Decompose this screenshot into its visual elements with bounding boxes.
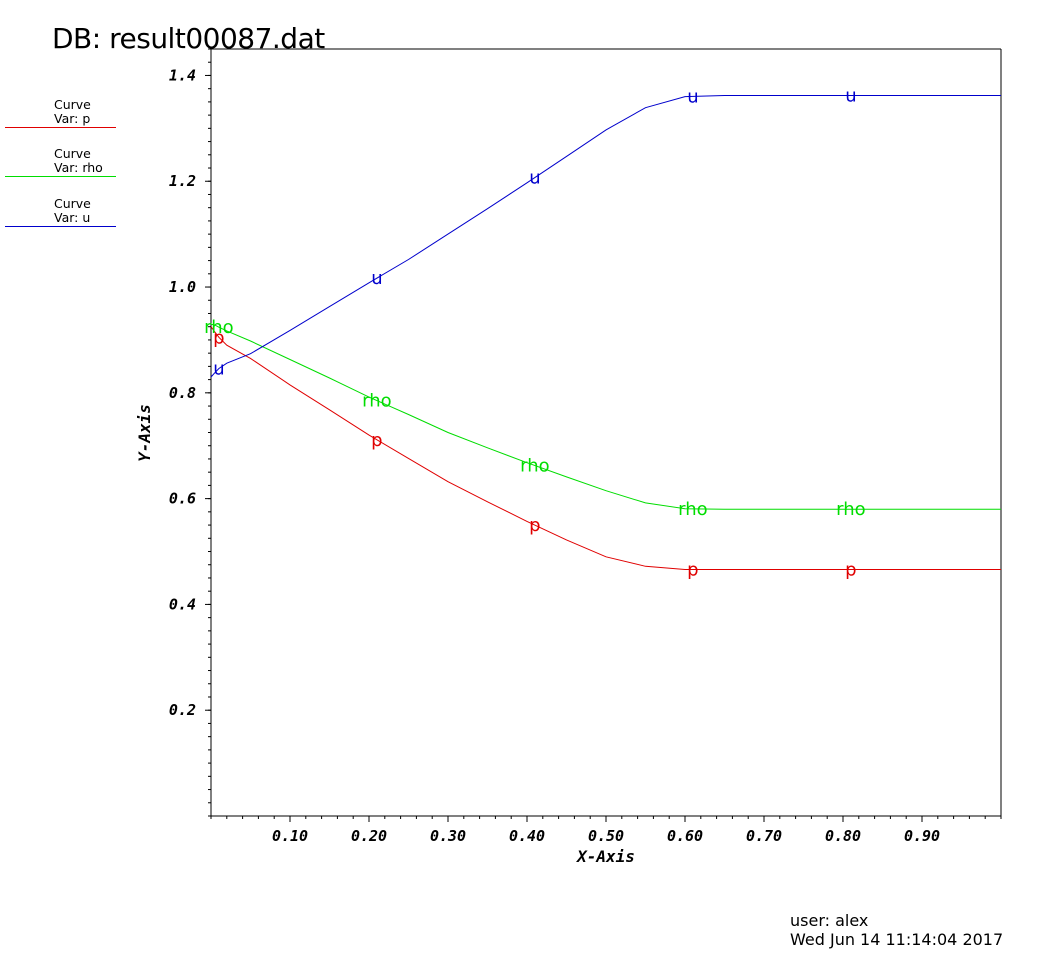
curve-label-p: p	[371, 430, 382, 451]
y-ticks: 0.2 0.4 0.6 0.8 1.0 1.2 1.4	[169, 66, 211, 719]
legend-line-p	[5, 127, 116, 128]
x-tick-label: 0.50	[588, 827, 624, 845]
x-tick-label: 0.70	[746, 827, 782, 845]
curve-label-rho: rho	[520, 456, 550, 477]
y-tick-label: 1.2	[169, 172, 196, 190]
curve-label-u: u	[213, 358, 224, 379]
x-tick-label: 0.60	[667, 827, 703, 845]
legend-entry-rho: Curve Var: rho	[5, 147, 117, 183]
curve-u	[210, 95, 1001, 378]
legend-label-curve: Curve	[54, 146, 91, 161]
curve-label-rho: rho	[836, 499, 866, 520]
legend-entry-p: Curve Var: p	[5, 98, 117, 134]
curves	[210, 95, 1001, 570]
x-axis-title: X-Axis	[575, 847, 635, 866]
curve-label-rho: rho	[204, 317, 234, 338]
curve-label-u: u	[845, 86, 856, 107]
x-tick-label: 0.80	[825, 827, 861, 845]
legend-label-curve: Curve	[54, 97, 91, 112]
legend-line-u	[5, 226, 116, 227]
x-tick-label: 0.10	[272, 827, 308, 845]
curve-label-p: p	[845, 560, 856, 581]
legend-label-curve: Curve	[54, 196, 91, 211]
x-ticks: 0.10 0.20 0.30 0.40 0.50 0.60 0.70 0.80 0.90	[272, 816, 940, 845]
minor-ticks	[208, 48, 1002, 819]
y-tick-label: 0.8	[169, 384, 196, 402]
y-tick-label: 1.0	[169, 278, 196, 296]
x-tick-label: 0.30	[430, 827, 466, 845]
x-tick-label: 0.40	[509, 827, 545, 845]
y-tick-label: 0.4	[169, 595, 196, 613]
curve-label-p: p	[687, 560, 698, 581]
y-tick-label: 1.4	[169, 66, 196, 84]
curve-p	[210, 326, 1001, 570]
curve-label-rho: rho	[678, 499, 708, 520]
legend-entry-u: Curve Var: u	[5, 197, 117, 233]
y-axis-title: Y-Axis	[135, 404, 154, 462]
curve-label-u: u	[529, 168, 540, 189]
footer-timestamp: Wed Jun 14 11:14:04 2017	[790, 930, 1004, 949]
x-tick-label: 0.90	[904, 827, 940, 845]
legend-label-var: Var: rho	[54, 160, 103, 175]
curve-label-p: p	[529, 515, 540, 536]
footer-user: user: alex	[790, 911, 869, 930]
footer-info: user: alex Wed Jun 14 11:14:04 2017	[790, 911, 1003, 949]
axes-frame	[210, 48, 1002, 817]
curve-label-u: u	[371, 268, 382, 289]
y-tick-label: 0.6	[169, 490, 196, 508]
legend-label-var: Var: u	[54, 210, 91, 225]
y-tick-label: 0.2	[169, 701, 196, 719]
curve-label-p: p	[213, 327, 224, 348]
curve-label-rho: rho	[362, 391, 392, 412]
legend-line-rho	[5, 176, 116, 177]
x-tick-label: 0.20	[351, 827, 387, 845]
legend-label-var: Var: p	[54, 111, 91, 126]
curve-label-u: u	[687, 86, 698, 107]
curve-rho	[210, 323, 1001, 510]
